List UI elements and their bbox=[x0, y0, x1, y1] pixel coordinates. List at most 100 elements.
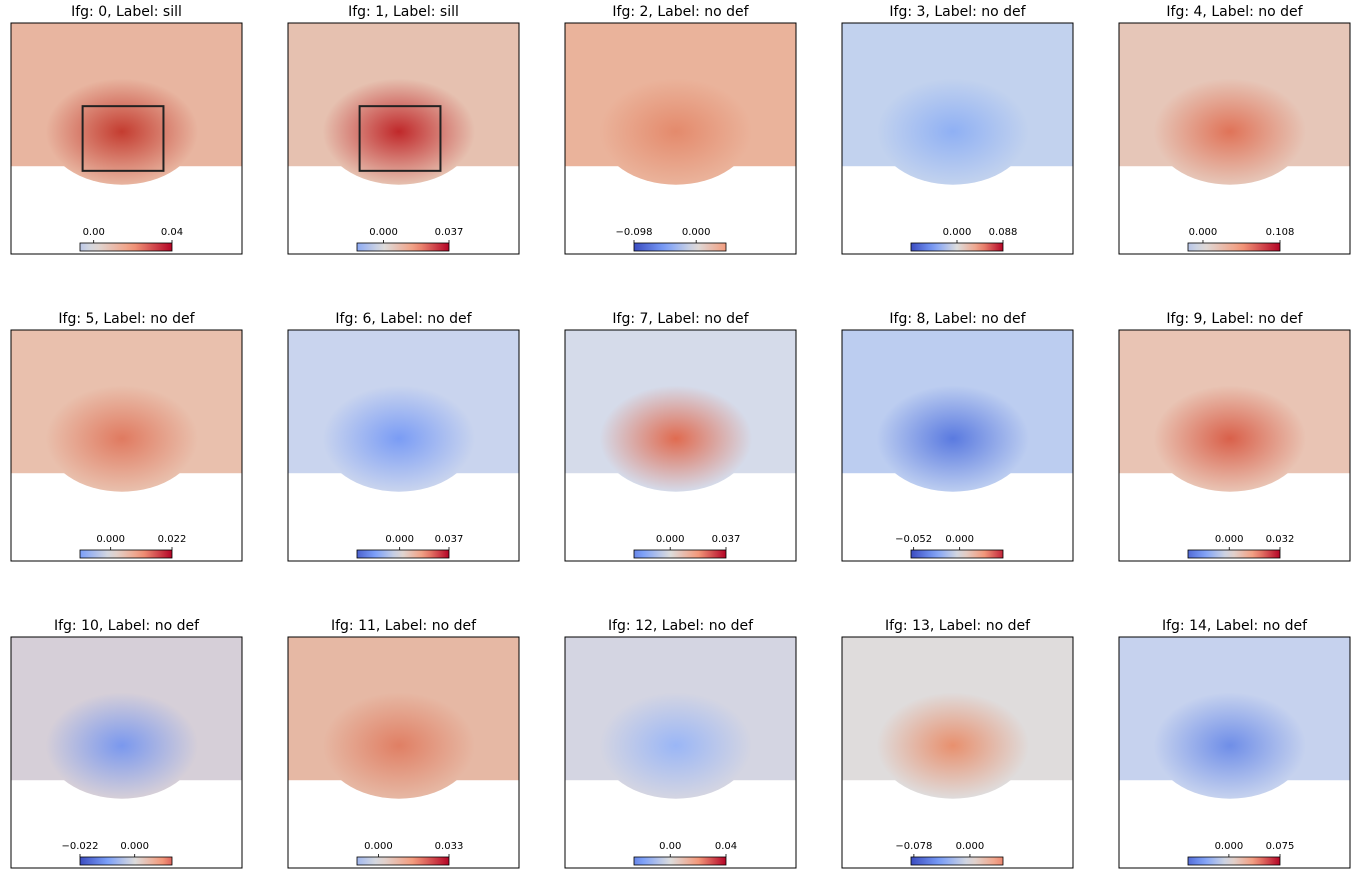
panel: Ifg: 2, Label: no def −0.098 0.000 bbox=[564, 4, 797, 255]
panel-title: Ifg: 5, Label: no def bbox=[58, 311, 195, 327]
colorbar bbox=[633, 549, 727, 559]
image-frame bbox=[564, 22, 797, 255]
panel: Ifg: 6, Label: no def 0.000 0.037 bbox=[287, 311, 520, 562]
colorbar-tick-label: −0.098 bbox=[615, 227, 652, 238]
panel-title: Ifg: 4, Label: no def bbox=[1166, 4, 1303, 20]
image-feature bbox=[1153, 78, 1307, 185]
colorbar-tick-label: 0.000 bbox=[1215, 841, 1244, 852]
panel-title: Ifg: 3, Label: no def bbox=[889, 4, 1026, 20]
colorbar-tick-label: −0.052 bbox=[895, 534, 932, 545]
image-feature bbox=[1153, 385, 1307, 492]
colorbar bbox=[356, 549, 450, 559]
region-box bbox=[81, 105, 165, 172]
image-feature bbox=[322, 692, 476, 799]
panel: Ifg: 8, Label: no def −0.052 0.000 bbox=[841, 311, 1074, 562]
panel-title: Ifg: 12, Label: no def bbox=[608, 618, 754, 634]
panel-title: Ifg: 10, Label: no def bbox=[54, 618, 200, 634]
panel: Ifg: 9, Label: no def 0.000 0.032 bbox=[1118, 311, 1351, 562]
colorbar-tick-label: 0.088 bbox=[989, 227, 1018, 238]
panel-title: Ifg: 1, Label: sill bbox=[348, 4, 459, 20]
panel: Ifg: 10, Label: no def −0.022 0.000 bbox=[10, 618, 243, 869]
panel-title: Ifg: 2, Label: no def bbox=[612, 4, 749, 20]
image-frame bbox=[1118, 329, 1351, 562]
panel-title: Ifg: 0, Label: sill bbox=[71, 4, 182, 20]
colorbar bbox=[633, 242, 727, 252]
image-frame bbox=[10, 329, 243, 562]
colorbar-tick-label: 0.037 bbox=[435, 227, 464, 238]
colorbar-tick-label: −0.078 bbox=[895, 841, 932, 852]
image-frame bbox=[287, 329, 520, 562]
image-frame bbox=[1118, 636, 1351, 869]
colorbar-tick-label: 0.000 bbox=[369, 227, 398, 238]
colorbar bbox=[356, 856, 450, 866]
image-feature bbox=[1153, 692, 1307, 799]
colorbar-tick-label: 0.04 bbox=[715, 841, 737, 852]
colorbar-tick-label: 0.000 bbox=[682, 227, 711, 238]
colorbar bbox=[1187, 856, 1281, 866]
colorbar-tick-label: 0.000 bbox=[364, 841, 393, 852]
panel: Ifg: 12, Label: no def 0.00 0.04 bbox=[564, 618, 797, 869]
colorbar-tick-label: 0.000 bbox=[1215, 534, 1244, 545]
colorbar-tick-label: 0.037 bbox=[712, 534, 741, 545]
panel: Ifg: 1, Label: sill 0.000 0.037 bbox=[287, 4, 520, 255]
colorbar bbox=[633, 856, 727, 866]
colorbar bbox=[79, 856, 173, 866]
image-frame bbox=[287, 636, 520, 869]
image-frame bbox=[10, 22, 243, 255]
colorbar-tick-label: 0.000 bbox=[945, 534, 974, 545]
image-frame bbox=[10, 636, 243, 869]
colorbar-tick-label: 0.033 bbox=[435, 841, 464, 852]
region-box bbox=[358, 105, 442, 172]
colorbar-tick-label: 0.000 bbox=[956, 841, 985, 852]
colorbar bbox=[356, 242, 450, 252]
image-feature bbox=[45, 78, 199, 185]
colorbar bbox=[910, 856, 1004, 866]
colorbar bbox=[1187, 242, 1281, 252]
panel-title: Ifg: 9, Label: no def bbox=[1166, 311, 1303, 327]
panel-title: Ifg: 8, Label: no def bbox=[889, 311, 1026, 327]
panel: Ifg: 7, Label: no def 0.000 0.037 bbox=[564, 311, 797, 562]
colorbar-tick-label: 0.00 bbox=[83, 227, 105, 238]
colorbar-tick-label: 0.032 bbox=[1266, 534, 1295, 545]
panel-title: Ifg: 6, Label: no def bbox=[335, 311, 472, 327]
colorbar bbox=[79, 242, 173, 252]
colorbar-tick-label: 0.075 bbox=[1266, 841, 1295, 852]
colorbar-tick-label: 0.000 bbox=[120, 841, 149, 852]
colorbar bbox=[910, 549, 1004, 559]
image-feature bbox=[876, 78, 1030, 185]
colorbar-tick-label: 0.000 bbox=[943, 227, 972, 238]
panel: Ifg: 0, Label: sill 0.00 0.04 bbox=[10, 4, 243, 255]
colorbar-tick-label: 0.04 bbox=[161, 227, 183, 238]
image-feature bbox=[599, 692, 753, 799]
panel-title: Ifg: 14, Label: no def bbox=[1162, 618, 1308, 634]
image-feature bbox=[45, 385, 199, 492]
colorbar-tick-label: 0.000 bbox=[1189, 227, 1218, 238]
panel: Ifg: 3, Label: no def 0.000 0.088 bbox=[841, 4, 1074, 255]
image-frame bbox=[841, 636, 1074, 869]
image-feature bbox=[876, 692, 1030, 799]
colorbar bbox=[1187, 549, 1281, 559]
colorbar-tick-label: 0.037 bbox=[435, 534, 464, 545]
panel-title: Ifg: 7, Label: no def bbox=[612, 311, 749, 327]
panel-title: Ifg: 13, Label: no def bbox=[885, 618, 1031, 634]
colorbar-tick-label: 0.000 bbox=[656, 534, 685, 545]
colorbar-tick-label: −0.022 bbox=[61, 841, 98, 852]
image-feature bbox=[876, 385, 1030, 492]
panel: Ifg: 4, Label: no def 0.000 0.108 bbox=[1118, 4, 1351, 255]
image-feature bbox=[599, 385, 753, 492]
image-frame bbox=[841, 22, 1074, 255]
image-frame bbox=[287, 22, 520, 255]
image-feature bbox=[599, 78, 753, 185]
panel-title: Ifg: 11, Label: no def bbox=[331, 618, 477, 634]
panel: Ifg: 14, Label: no def 0.000 0.075 bbox=[1118, 618, 1351, 869]
colorbar-tick-label: 0.108 bbox=[1266, 227, 1295, 238]
colorbar-tick-label: 0.000 bbox=[96, 534, 125, 545]
image-frame bbox=[564, 329, 797, 562]
image-feature bbox=[45, 692, 199, 799]
colorbar bbox=[910, 242, 1004, 252]
colorbar-tick-label: 0.00 bbox=[659, 841, 681, 852]
panel: Ifg: 11, Label: no def 0.000 0.033 bbox=[287, 618, 520, 869]
image-feature bbox=[322, 385, 476, 492]
panel: Ifg: 13, Label: no def −0.078 0.000 bbox=[841, 618, 1074, 869]
